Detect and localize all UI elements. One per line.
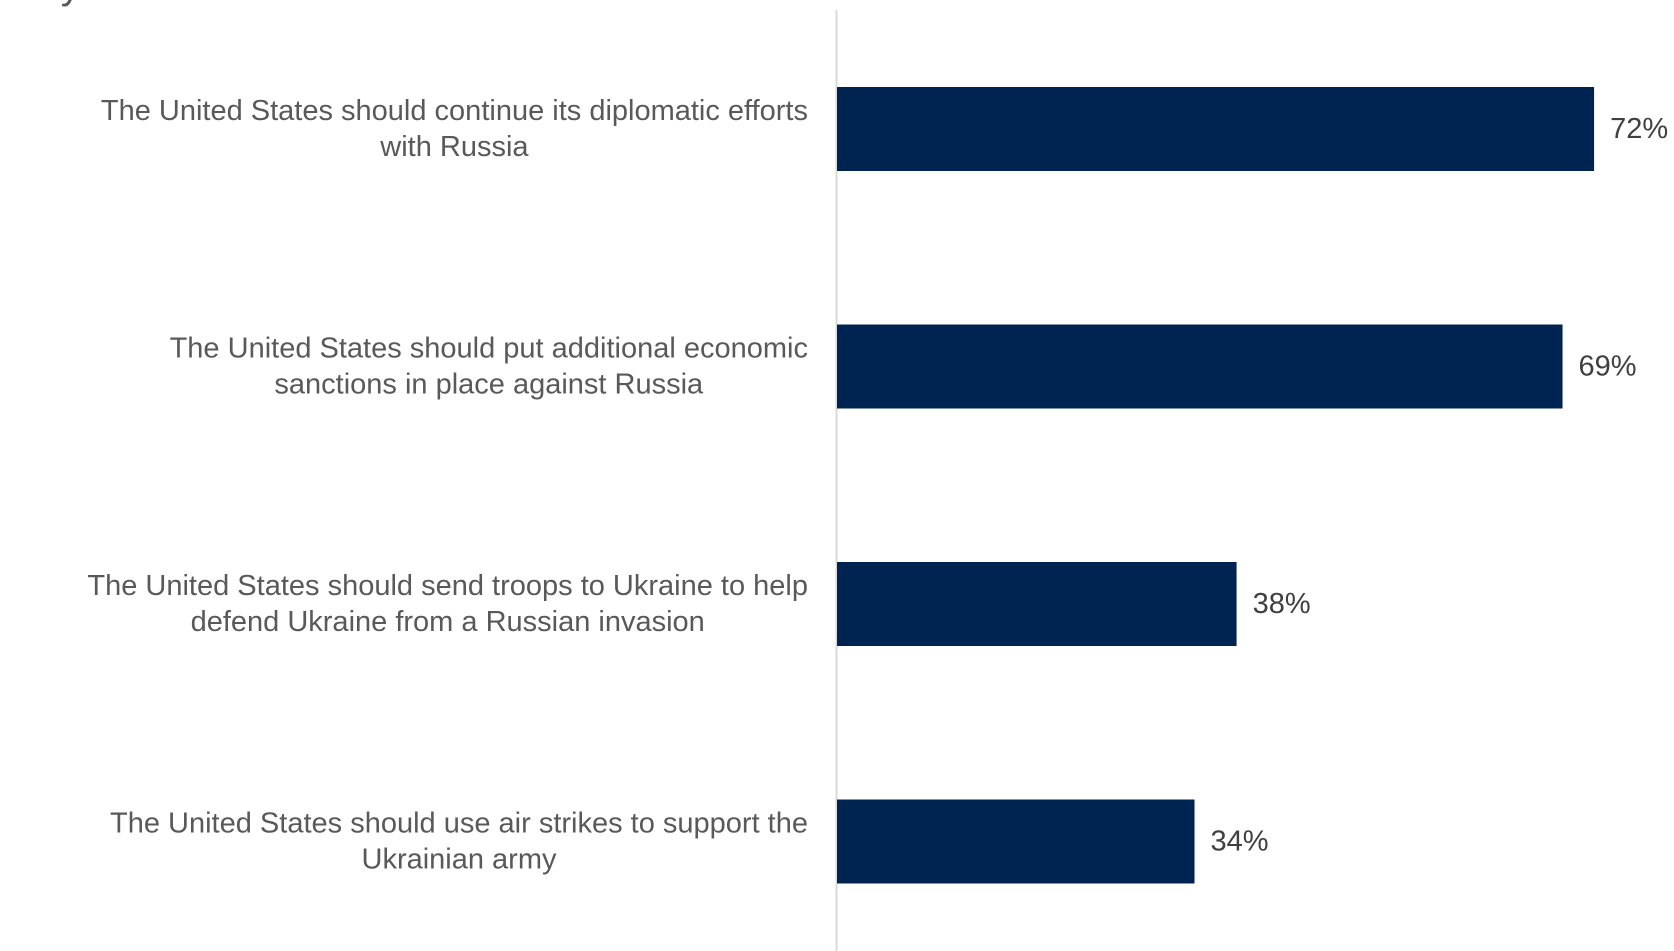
- category-label-line: sanctions in place against Russia: [274, 369, 704, 401]
- bar-1: [837, 87, 1595, 171]
- category-label-4: The United States should use air strikes…: [110, 808, 808, 876]
- category-label-line: The United States should put additional …: [170, 333, 808, 365]
- value-label-1: 72%: [1610, 113, 1668, 145]
- cut-off-title-fragment: e a y: [0, 0, 81, 7]
- value-label-2: 69%: [1579, 351, 1637, 383]
- category-label-line: The United States should continue its di…: [101, 95, 808, 127]
- bar-3: [837, 562, 1237, 646]
- category-label-line: The United States should send troops to …: [87, 570, 808, 602]
- category-label-line: with Russia: [379, 131, 529, 163]
- category-label-2: The United States should put additional …: [170, 333, 808, 401]
- value-label-4: 34%: [1211, 826, 1269, 858]
- value-label-3: 38%: [1253, 588, 1311, 620]
- category-label-line: Ukrainian army: [362, 844, 557, 876]
- bars-group: 72% The United States should continue its…: [87, 87, 1668, 884]
- category-label-1: The United States should continue its di…: [101, 95, 808, 163]
- bar-4: [837, 799, 1195, 884]
- category-label-3: The United States should send troops to …: [87, 570, 808, 638]
- category-label-line: defend Ukraine from a Russian invasion: [191, 606, 705, 638]
- bar-2: [837, 324, 1563, 409]
- category-label-line: The United States should use air strikes…: [110, 808, 808, 840]
